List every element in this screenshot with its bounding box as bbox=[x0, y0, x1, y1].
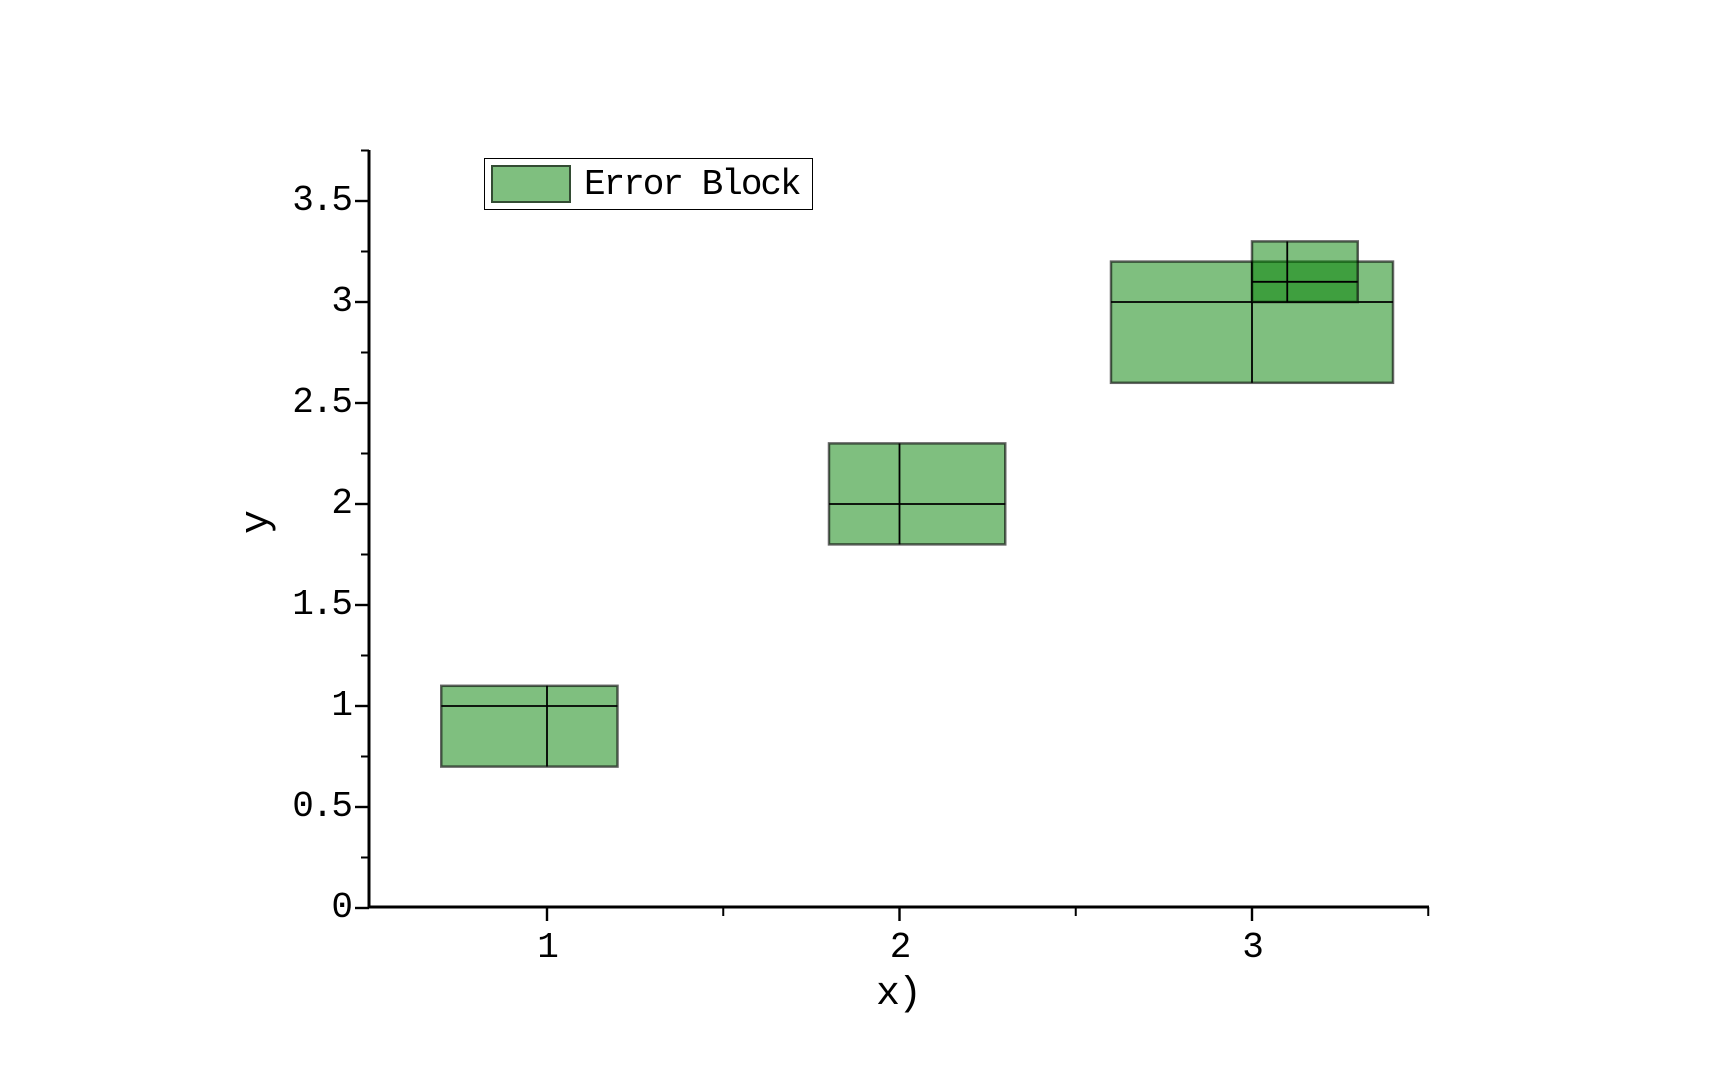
y-tick-label: 3 bbox=[331, 281, 353, 322]
error-block-rect bbox=[440, 684, 619, 768]
y-tick-label: 0.5 bbox=[292, 786, 353, 827]
legend-label: Error Block bbox=[584, 163, 802, 205]
y-tick-label: 1 bbox=[331, 685, 353, 726]
legend-swatch-error-block bbox=[491, 165, 571, 203]
y-tick-label: 3.5 bbox=[292, 180, 353, 221]
x-tick-label: 2 bbox=[889, 927, 912, 968]
y-tick-label: 2 bbox=[331, 483, 353, 524]
y-tick-label: 0 bbox=[331, 887, 353, 928]
legend: Error Block bbox=[484, 158, 813, 210]
x-tick-label: 3 bbox=[1242, 927, 1264, 968]
error-block-rect bbox=[827, 442, 1007, 546]
y-tick-label: 2.5 bbox=[292, 382, 353, 423]
error-block-rect bbox=[1250, 240, 1359, 304]
y-tick-label: 1.5 bbox=[292, 584, 353, 625]
x-tick-label: 1 bbox=[537, 927, 559, 968]
x-axis-label: x) bbox=[875, 972, 922, 1017]
